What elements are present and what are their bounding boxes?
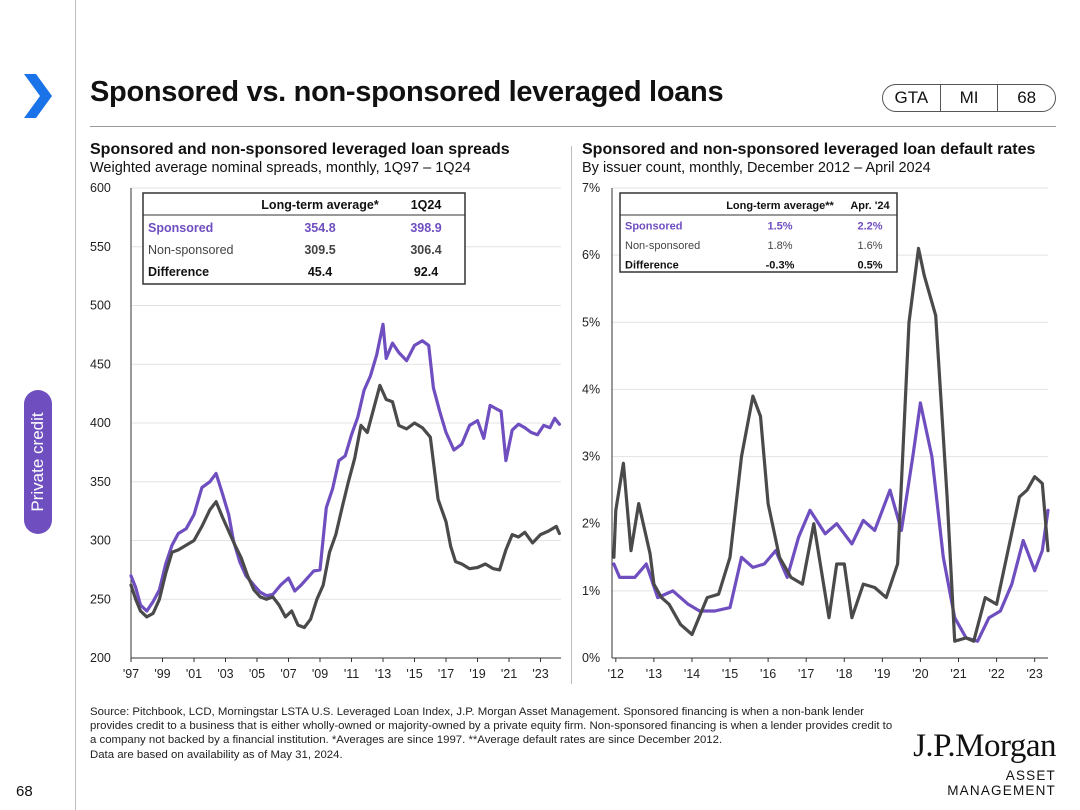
left-margin-rule — [75, 0, 76, 810]
x-tick-label-defaults-1: '13 — [646, 667, 662, 681]
x-tick-label-defaults-4: '16 — [760, 667, 776, 681]
navigation-badge: GTA MI 68 — [882, 84, 1056, 112]
x-tick-label-defaults-6: '18 — [836, 667, 852, 681]
y-tick-label-spreads-6: 300 — [90, 534, 111, 548]
x-tick-label-defaults-7: '19 — [874, 667, 890, 681]
badge-page[interactable]: 68 — [997, 85, 1055, 111]
left-chart-title: Sponsored and non-sponsored leveraged lo… — [90, 141, 510, 158]
series-line-spreads-sponsored — [129, 322, 562, 613]
y-tick-label-defaults-3: 4% — [582, 382, 600, 396]
x-tick-label-spreads-4: '05 — [249, 667, 265, 681]
y-tick-label-defaults-7: 0% — [582, 651, 600, 665]
y-tick-label-defaults-0: 7% — [582, 181, 600, 195]
table-cell-defaults-0-1: 1.5% — [767, 221, 792, 233]
table-header-spreads-2: 1Q24 — [411, 198, 442, 212]
y-tick-label-spreads-8: 200 — [90, 651, 111, 665]
table-cell-spreads-2-0: Difference — [148, 265, 209, 279]
y-tick-label-spreads-7: 250 — [90, 592, 111, 606]
x-tick-label-defaults-10: '22 — [988, 667, 1004, 681]
footer-source: Source: Pitchbook, LCD, Morningstar LSTA… — [90, 706, 893, 747]
x-tick-label-spreads-3: '03 — [217, 667, 233, 681]
table-cell-defaults-2-0: Difference — [625, 260, 679, 272]
y-tick-label-spreads-1: 550 — [90, 240, 111, 254]
right-chart-title: Sponsored and non-sponsored leveraged lo… — [582, 141, 1036, 158]
inset-table-defaults — [619, 192, 898, 273]
brand-logo: J.P.Morgan ASSET MANAGEMENT — [908, 728, 1056, 798]
x-tick-label-spreads-9: '15 — [406, 667, 422, 681]
y-tick-label-spreads-5: 350 — [90, 475, 111, 489]
footer-notes: Source: Pitchbook, LCD, Morningstar LSTA… — [90, 705, 895, 762]
badge-gta[interactable]: GTA — [894, 88, 929, 107]
table-cell-defaults-1-1: 1.8% — [767, 240, 792, 252]
side-section-tab[interactable]: Private credit — [24, 390, 52, 534]
series-line-defaults-sponsored — [612, 401, 1050, 643]
table-cell-spreads-1-2: 306.4 — [410, 243, 441, 257]
chart-divider — [571, 146, 572, 684]
chevron-right-icon — [24, 74, 52, 118]
x-tick-label-defaults-3: '15 — [722, 667, 738, 681]
x-tick-label-spreads-2: '01 — [186, 667, 202, 681]
x-tick-label-defaults-0: '12 — [608, 667, 624, 681]
table-cell-spreads-2-2: 92.4 — [414, 265, 438, 279]
table-cell-defaults-1-2: 1.6% — [857, 240, 882, 252]
x-tick-label-spreads-7: '11 — [344, 667, 359, 681]
table-cell-defaults-2-2: 0.5% — [857, 260, 882, 272]
x-tick-label-spreads-0: '97 — [123, 667, 139, 681]
y-tick-label-spreads-3: 450 — [90, 357, 111, 371]
y-tick-label-defaults-4: 3% — [582, 450, 600, 464]
y-tick-label-defaults-5: 2% — [582, 517, 600, 531]
y-tick-label-defaults-1: 6% — [582, 248, 600, 262]
x-tick-label-defaults-9: '21 — [950, 667, 966, 681]
brand-sub: ASSET MANAGEMENT — [947, 768, 1056, 798]
x-tick-label-spreads-11: '19 — [469, 667, 485, 681]
table-cell-spreads-1-0: Non-sponsored — [148, 243, 234, 257]
brand-name: J.P.Morgan — [913, 728, 1056, 764]
x-tick-label-defaults-2: '14 — [684, 667, 700, 681]
x-tick-label-spreads-13: '23 — [532, 667, 548, 681]
table-cell-spreads-0-0: Sponsored — [148, 221, 213, 235]
x-tick-label-spreads-6: '09 — [312, 667, 328, 681]
footer-note: Data are based on availability as of May… — [90, 748, 343, 761]
y-tick-label-defaults-2: 5% — [582, 315, 600, 329]
table-header-spreads-1: Long-term average* — [261, 198, 379, 212]
table-cell-defaults-2-1: -0.3% — [766, 260, 795, 272]
page-number: 68 — [16, 783, 33, 800]
series-line-spreads-non-sponsored — [129, 383, 562, 630]
x-tick-label-spreads-8: '13 — [375, 667, 391, 681]
table-cell-spreads-2-1: 45.4 — [308, 265, 332, 279]
table-cell-defaults-0-0: Sponsored — [625, 221, 682, 233]
x-tick-label-defaults-11: '23 — [1027, 667, 1043, 681]
y-tick-label-spreads-4: 400 — [90, 416, 111, 430]
table-cell-defaults-1-0: Non-sponsored — [625, 240, 700, 252]
table-header-defaults-2: Apr. '24 — [850, 200, 890, 212]
title-divider — [90, 126, 1056, 127]
x-tick-label-spreads-5: '07 — [280, 667, 296, 681]
table-header-defaults-1: Long-term average** — [726, 200, 834, 212]
x-tick-label-spreads-10: '17 — [438, 667, 454, 681]
table-cell-spreads-0-1: 354.8 — [304, 221, 335, 235]
left-chart-subtitle: Weighted average nominal spreads, monthl… — [90, 160, 471, 176]
table-cell-spreads-0-2: 398.9 — [410, 221, 441, 235]
inset-table-spreads — [142, 192, 466, 285]
y-tick-label-spreads-0: 600 — [90, 181, 111, 195]
y-tick-label-spreads-2: 500 — [90, 299, 111, 313]
y-tick-label-defaults-6: 1% — [582, 584, 600, 598]
x-tick-label-defaults-8: '20 — [912, 667, 928, 681]
series-line-defaults-non-sponsored — [612, 246, 1050, 643]
page-title: Sponsored vs. non-sponsored leveraged lo… — [90, 76, 724, 108]
x-tick-label-spreads-12: '21 — [501, 667, 517, 681]
x-tick-label-defaults-5: '17 — [798, 667, 814, 681]
table-cell-spreads-1-1: 309.5 — [304, 243, 335, 257]
x-tick-label-spreads-1: '99 — [154, 667, 170, 681]
right-chart-subtitle: By issuer count, monthly, December 2012 … — [582, 160, 931, 176]
badge-mi[interactable]: MI — [939, 85, 998, 111]
table-cell-defaults-0-2: 2.2% — [857, 221, 882, 233]
